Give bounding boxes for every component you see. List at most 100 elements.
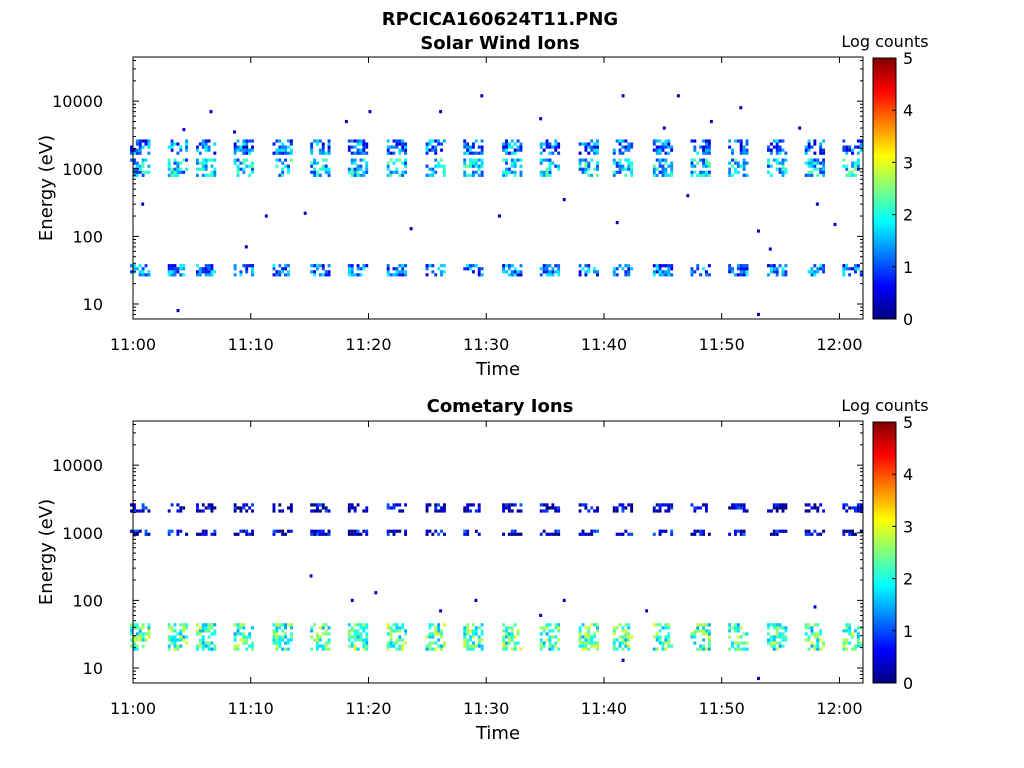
heatmap-cell bbox=[284, 635, 288, 639]
heatmap-cell bbox=[545, 145, 549, 149]
heatmap-cell bbox=[822, 641, 826, 645]
heatmap-cell bbox=[350, 270, 354, 274]
heatmap-cell bbox=[284, 158, 288, 162]
heatmap-cell bbox=[739, 529, 743, 533]
heatmap-cell bbox=[207, 145, 211, 149]
heatmap-cell bbox=[281, 173, 285, 177]
heatmap-cell bbox=[842, 506, 846, 510]
heatmap-cell bbox=[767, 623, 770, 627]
heatmap-cell bbox=[272, 632, 276, 636]
heatmap-cell bbox=[769, 635, 773, 639]
panel-solar-wind: Solar Wind Ions 11:00 11:10 11:20 11:30 11:4… bbox=[36, 32, 929, 380]
heatmap-cell bbox=[130, 626, 133, 630]
heatmap-cell bbox=[170, 142, 174, 146]
heatmap-cell bbox=[842, 529, 846, 533]
heatmap-cell bbox=[775, 635, 779, 639]
heatmap-cell bbox=[425, 273, 429, 277]
heatmap-cell bbox=[471, 647, 475, 651]
heatmap-cell bbox=[173, 161, 177, 165]
heatmap-cell bbox=[581, 647, 585, 651]
heatmap-cell bbox=[242, 638, 246, 642]
heatmap-cell bbox=[655, 632, 659, 636]
heatmap-cell bbox=[593, 267, 597, 271]
heatmap-cell bbox=[627, 638, 631, 642]
heatmap-cell bbox=[699, 173, 703, 177]
heatmap-cell bbox=[612, 148, 616, 152]
heatmap-cell bbox=[728, 626, 732, 630]
heatmap-cell bbox=[316, 635, 319, 639]
heatmap-cell bbox=[693, 509, 697, 513]
heatmap-cell bbox=[739, 151, 743, 155]
heatmap-cell bbox=[658, 145, 662, 149]
heatmap-cell bbox=[213, 167, 217, 171]
heatmap-cell bbox=[275, 632, 279, 636]
heatmap-cell bbox=[130, 145, 133, 149]
heatmap-cell bbox=[440, 644, 443, 648]
heatmap-cell bbox=[784, 264, 788, 268]
heatmap-cell bbox=[144, 139, 148, 143]
heatmap-cell bbox=[664, 638, 668, 642]
heatmap-cell bbox=[581, 170, 585, 174]
heatmap-cell bbox=[587, 509, 591, 513]
heatmap-cell bbox=[138, 273, 142, 277]
heatmap-cell bbox=[141, 273, 145, 277]
heatmap-cell bbox=[781, 506, 785, 510]
heatmap-cell bbox=[731, 270, 734, 274]
heatmap-cell bbox=[173, 270, 177, 274]
heatmap-cell bbox=[731, 148, 734, 152]
y-tick-label: 10 bbox=[83, 659, 103, 678]
heatmap-cell bbox=[201, 503, 205, 507]
heatmap-cell bbox=[321, 644, 325, 648]
heatmap-cell bbox=[437, 161, 441, 165]
heatmap-cell bbox=[179, 145, 183, 149]
heatmap-cell bbox=[557, 529, 561, 533]
heatmap-cell bbox=[182, 626, 186, 630]
heatmap-cell bbox=[442, 264, 446, 268]
heatmap-cell bbox=[578, 167, 582, 171]
heatmap-cell bbox=[201, 638, 205, 642]
heatmap-cell bbox=[362, 623, 366, 627]
heatmap-cell bbox=[176, 644, 180, 648]
heatmap-cell bbox=[275, 629, 279, 633]
heatmap-cell bbox=[404, 632, 408, 636]
heatmap-cell bbox=[784, 167, 788, 171]
heatmap-cell bbox=[359, 151, 363, 155]
heatmap-point bbox=[798, 126, 802, 130]
heatmap-cell bbox=[138, 638, 142, 642]
heatmap-cell bbox=[466, 638, 470, 642]
heatmap-cell bbox=[664, 647, 668, 651]
heatmap-cell bbox=[859, 626, 863, 630]
heatmap-cell bbox=[807, 647, 811, 651]
colorbar-tick-label: 3 bbox=[903, 153, 913, 172]
heatmap-cell bbox=[699, 629, 703, 633]
heatmap-cell bbox=[513, 529, 517, 533]
heatmap-cell bbox=[596, 626, 599, 630]
heatmap-cell bbox=[207, 264, 211, 268]
heatmap-cell bbox=[652, 173, 656, 177]
heatmap-cell bbox=[507, 641, 511, 645]
heatmap-cell bbox=[324, 167, 328, 171]
heatmap-cell bbox=[548, 635, 552, 639]
heatmap-cell bbox=[287, 151, 290, 155]
heatmap-cell bbox=[324, 506, 328, 510]
heatmap-cell bbox=[204, 532, 208, 536]
heatmap-cell bbox=[130, 503, 133, 507]
heatmap-cell bbox=[507, 632, 511, 636]
heatmap-cell bbox=[745, 142, 749, 146]
heatmap-cell bbox=[242, 161, 246, 165]
heatmap-cell bbox=[548, 151, 552, 155]
heatmap-cell bbox=[210, 170, 214, 174]
heatmap-cell bbox=[173, 170, 177, 174]
heatmap-cell bbox=[176, 164, 180, 168]
heatmap-cell bbox=[664, 635, 668, 639]
heatmap-cell bbox=[207, 641, 211, 645]
heatmap-cell bbox=[507, 638, 511, 642]
heatmap-cell bbox=[507, 635, 511, 639]
heatmap-point bbox=[815, 202, 819, 206]
heatmap-cell bbox=[477, 638, 481, 642]
heatmap-cell bbox=[778, 145, 782, 149]
heatmap-cell bbox=[176, 638, 180, 642]
heatmap-cell bbox=[313, 509, 317, 513]
heatmap-cell bbox=[428, 264, 432, 268]
heatmap-cell bbox=[395, 629, 399, 633]
